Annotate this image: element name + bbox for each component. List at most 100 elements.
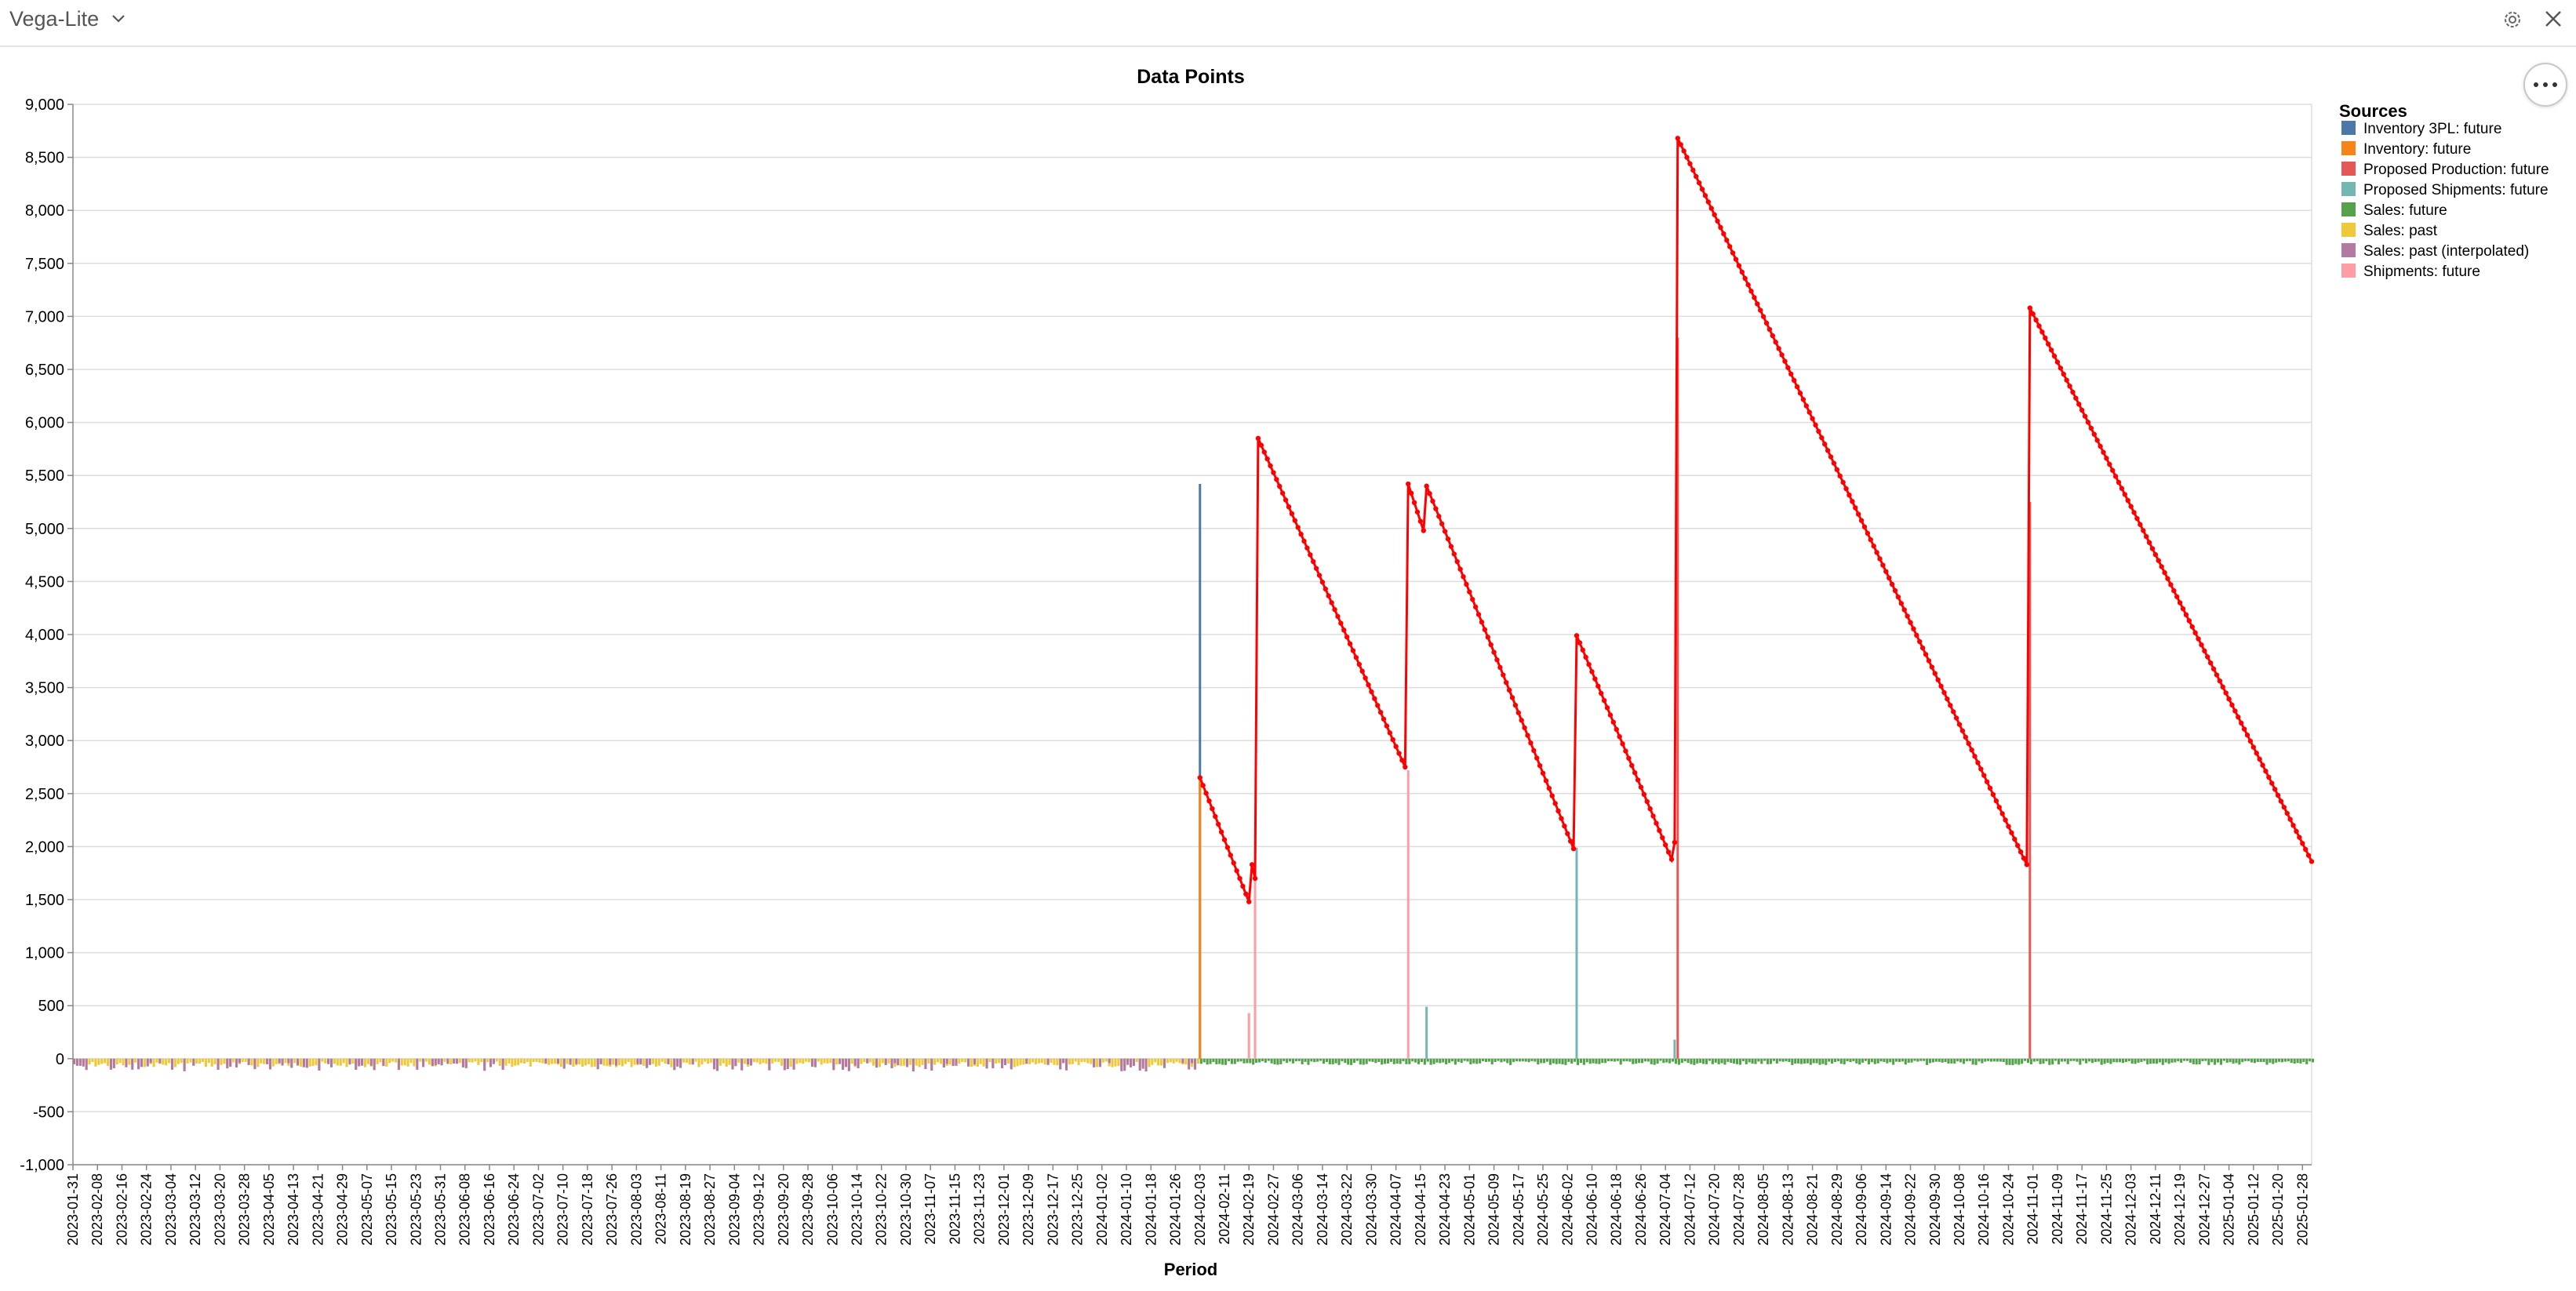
sales-bar — [1646, 1058, 1650, 1062]
inventory-point — [1494, 657, 1500, 663]
inventory-point — [1344, 634, 1350, 640]
legend-label: Sales: past — [2363, 223, 2438, 239]
inventory-point — [1945, 696, 1950, 702]
sales-bar — [1530, 1058, 1534, 1061]
inventory-point — [1377, 709, 1384, 715]
inventory-point — [2101, 449, 2106, 455]
sales-bar — [2063, 1058, 2066, 1062]
sales-bar — [366, 1058, 369, 1064]
inventory-point — [1552, 801, 1558, 806]
sales-bar — [593, 1058, 596, 1067]
sales-bar — [1711, 1058, 1714, 1064]
sales-bar — [976, 1058, 979, 1067]
x-tick-label: 2024-09-14 — [1878, 1173, 1894, 1246]
sales-bar — [373, 1058, 376, 1071]
inventory-point — [1399, 758, 1405, 763]
sales-bar — [670, 1058, 673, 1067]
sales-bar — [639, 1058, 642, 1065]
bar — [1199, 777, 1202, 1059]
sales-bar — [1135, 1058, 1138, 1062]
x-tick-label: 2024-12-27 — [2196, 1173, 2212, 1246]
close-icon[interactable] — [2543, 9, 2563, 29]
x-tick-label: 2023-05-23 — [408, 1173, 424, 1246]
sales-bar — [504, 1058, 508, 1066]
sales-bar — [688, 1058, 691, 1065]
inventory-point — [1791, 377, 1797, 384]
y-tick-label: 7,000 — [25, 308, 64, 325]
sales-bar — [1763, 1058, 1766, 1061]
sales-bar — [223, 1058, 226, 1064]
sales-bar — [1405, 1058, 1408, 1064]
sales-bar — [881, 1058, 884, 1064]
sales-bar — [207, 1058, 210, 1064]
sales-bar — [2214, 1058, 2217, 1065]
sales-bar — [477, 1058, 480, 1066]
sales-bar — [1515, 1058, 1519, 1062]
inventory-point — [1748, 289, 1754, 294]
inventory-point — [2122, 492, 2128, 497]
sales-bar — [1582, 1058, 1585, 1065]
sales-bar — [1509, 1058, 1512, 1065]
x-tick-label: 2024-09-22 — [1903, 1173, 1919, 1246]
sales-bar — [2011, 1058, 2014, 1065]
inventory-point — [1390, 736, 1395, 743]
sales-bar — [226, 1058, 229, 1069]
inventory-point — [2177, 600, 2183, 605]
sales-bar — [1537, 1058, 1540, 1065]
sales-bar — [1175, 1058, 1178, 1062]
gear-icon[interactable] — [2501, 8, 2524, 31]
sales-bar — [569, 1058, 572, 1065]
sales-bar — [192, 1058, 195, 1066]
sales-bar — [2134, 1058, 2137, 1064]
legend-swatch — [2341, 243, 2356, 257]
x-tick-label: 2023-10-14 — [849, 1173, 864, 1246]
sales-bar — [260, 1058, 263, 1064]
sales-bar — [388, 1058, 391, 1064]
sales-bar — [1879, 1058, 1883, 1062]
sales-bar — [75, 1058, 79, 1066]
inventory-point — [2236, 715, 2241, 720]
sales-bar — [1999, 1058, 2002, 1062]
sales-bar — [281, 1058, 284, 1066]
sales-bar — [1849, 1058, 1852, 1063]
x-tick-label: 2023-07-02 — [530, 1173, 546, 1246]
sales-bar — [1154, 1058, 1157, 1063]
sales-bar — [210, 1058, 213, 1067]
inventory-point — [1816, 428, 1821, 435]
x-tick-label: 2024-09-30 — [1927, 1173, 1943, 1246]
sales-bar — [391, 1058, 395, 1062]
toolbar: Vega-Lite — [0, 0, 2576, 47]
sales-bar — [1141, 1058, 1144, 1069]
sales-bar — [1334, 1058, 1337, 1064]
sales-bar — [1365, 1058, 1368, 1064]
sales-bar — [1252, 1058, 1255, 1065]
inventory-point — [1329, 600, 1334, 605]
sales-bar — [2149, 1058, 2152, 1064]
sales-bar — [1202, 1058, 1206, 1063]
sales-bar — [1638, 1058, 1641, 1064]
inventory-point — [1610, 719, 1617, 725]
sales-bar — [1132, 1058, 1135, 1067]
sales-bar — [2032, 1058, 2036, 1062]
sales-bar — [1962, 1058, 1966, 1064]
inventory-point — [2067, 384, 2072, 389]
inventory-point — [2039, 329, 2045, 335]
sales-bar — [636, 1058, 639, 1064]
sales-bar — [562, 1058, 566, 1069]
sales-bar — [118, 1058, 122, 1064]
chevron-down-icon[interactable] — [110, 9, 127, 27]
sales-bar — [1585, 1058, 1588, 1063]
sales-bar — [667, 1058, 670, 1064]
inventory-point — [2116, 479, 2122, 485]
sales-bar — [189, 1058, 192, 1063]
sales-bar — [348, 1058, 351, 1065]
sales-bar — [1889, 1058, 1892, 1063]
more-options-button[interactable] — [2523, 63, 2567, 107]
view-title[interactable]: Vega-Lite — [9, 7, 100, 31]
x-tick-label: 2024-03-14 — [1315, 1173, 1330, 1246]
sales-bar — [991, 1058, 995, 1069]
inventory-point — [2009, 830, 2014, 835]
sales-bar — [1411, 1058, 1414, 1062]
sales-bar — [1693, 1058, 1696, 1065]
sales-bar — [2305, 1058, 2309, 1064]
